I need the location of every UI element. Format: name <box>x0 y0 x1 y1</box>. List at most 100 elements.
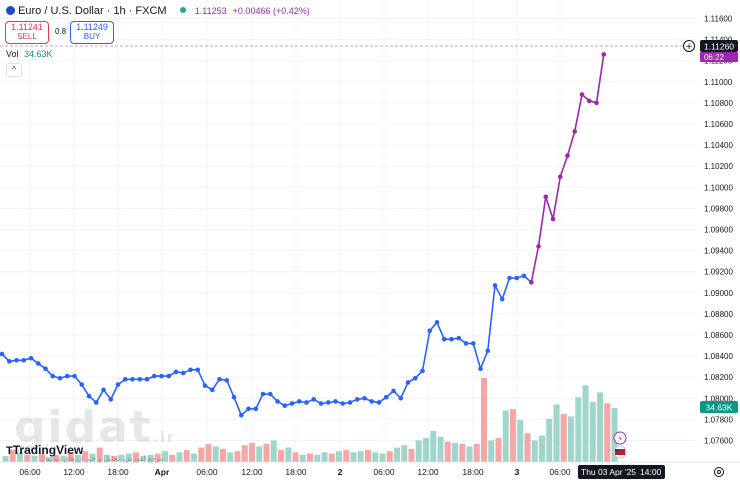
plus-icon: + <box>685 42 693 52</box>
price-point <box>144 376 150 382</box>
volume-bar <box>118 454 125 462</box>
tv-logo-text: TradingView <box>12 443 84 457</box>
volume-bar <box>249 442 255 462</box>
volume-bar <box>38 453 45 462</box>
volume-bar <box>191 453 197 462</box>
x-tick-label: 06:00 <box>19 467 41 477</box>
price-point <box>122 376 128 382</box>
volume-bar <box>473 444 480 462</box>
price-point <box>130 376 135 382</box>
volume-bar <box>270 440 277 462</box>
price-point <box>57 375 63 381</box>
buy-button[interactable]: 1.11249 BUY <box>70 21 114 44</box>
volume-bar <box>575 397 582 462</box>
price-point <box>0 351 5 357</box>
price-point <box>325 400 331 405</box>
price-point <box>492 283 498 288</box>
price-point <box>521 273 527 279</box>
volume-bar <box>17 452 23 462</box>
price-point-recent <box>601 52 607 57</box>
volume-bar <box>234 451 241 462</box>
price-point <box>6 359 12 364</box>
volume-bars <box>2 378 618 462</box>
sell-button[interactable]: 1.11241 SELL <box>5 21 49 44</box>
x-tick-label: 3 <box>515 467 520 477</box>
price-point <box>434 320 440 325</box>
volume-bar <box>104 454 110 462</box>
price-point <box>463 341 469 346</box>
flag-canton <box>615 449 619 452</box>
volume-bar <box>365 450 371 462</box>
volume-bar <box>415 440 422 462</box>
price-point-recent <box>557 174 563 180</box>
volume-legend: Vol 34.63K <box>6 49 53 59</box>
volume-badge-value: 34.63K <box>706 403 733 413</box>
y-tick-label: 1.07600 <box>704 436 733 445</box>
price-point <box>79 382 85 387</box>
x-tick-label: 06:00 <box>373 467 395 477</box>
price-point <box>231 394 237 400</box>
volume-bar <box>502 410 509 462</box>
volume-bar <box>423 438 429 462</box>
volume-bar <box>31 456 38 462</box>
x-tick-label: 06:00 <box>549 467 571 477</box>
price-point <box>188 367 193 373</box>
volume-bar <box>314 454 321 462</box>
volume-bar <box>589 402 596 462</box>
price-point-recent <box>572 129 578 134</box>
price-point <box>72 373 77 379</box>
x-tick-label: 06:00 <box>196 467 218 477</box>
volume-bar <box>154 453 161 462</box>
collapse-legend-button[interactable]: ^ <box>6 63 22 77</box>
price-point <box>180 370 186 376</box>
y-tick-label: 1.10800 <box>704 99 733 108</box>
watermark-tld: .ir <box>152 430 176 446</box>
volume-bar <box>582 385 589 462</box>
x-tick-label: 18:00 <box>285 467 307 477</box>
volume-bar <box>46 457 52 462</box>
price-point <box>115 382 121 387</box>
price-point <box>86 393 92 399</box>
price-point <box>318 401 324 406</box>
volume-bar <box>147 454 154 462</box>
volume-bar <box>299 454 306 462</box>
volume-bar <box>321 452 328 462</box>
y-tick-label: 1.09400 <box>704 247 733 256</box>
price-point <box>137 376 143 382</box>
price-point <box>376 400 382 405</box>
price-point <box>173 369 179 375</box>
symbol-title[interactable]: Euro / U.S. Dollar · 1h · FXCM <box>18 5 167 17</box>
volume-bar <box>568 416 574 462</box>
price-point <box>507 275 512 281</box>
y-tick-label: 1.08600 <box>704 331 733 340</box>
chart-header: Euro / U.S. Dollar · 1h · FXCM 1.11253 +… <box>6 5 310 17</box>
price-point <box>362 395 367 401</box>
volume-bar <box>459 444 466 462</box>
price-point <box>238 412 244 418</box>
spread-value: 0.8 <box>55 27 67 36</box>
price-point-recent <box>565 153 570 158</box>
x-tick-label: 12:00 <box>63 467 85 477</box>
volume-bar <box>183 450 190 462</box>
volume-bar <box>263 444 270 462</box>
volume-bar <box>24 454 31 462</box>
price-point <box>296 399 302 404</box>
price-point <box>108 397 114 402</box>
volume-bar <box>510 409 516 462</box>
volume-bar <box>176 452 183 462</box>
price-point <box>470 341 476 346</box>
y-tick-label: 1.09000 <box>704 289 733 298</box>
volume-bar <box>75 454 81 462</box>
volume-bar <box>379 453 386 462</box>
volume-bar <box>343 450 350 462</box>
y-tick-label: 1.08000 <box>704 394 733 403</box>
x-tick-label: Apr <box>155 467 170 477</box>
price-point <box>275 399 280 404</box>
add-alert-icon <box>683 40 695 52</box>
volume-bar <box>430 430 437 462</box>
volume-bar <box>53 454 60 462</box>
market-open-dot <box>179 7 186 13</box>
volume-bar <box>212 446 219 462</box>
volume-bar <box>452 442 458 462</box>
